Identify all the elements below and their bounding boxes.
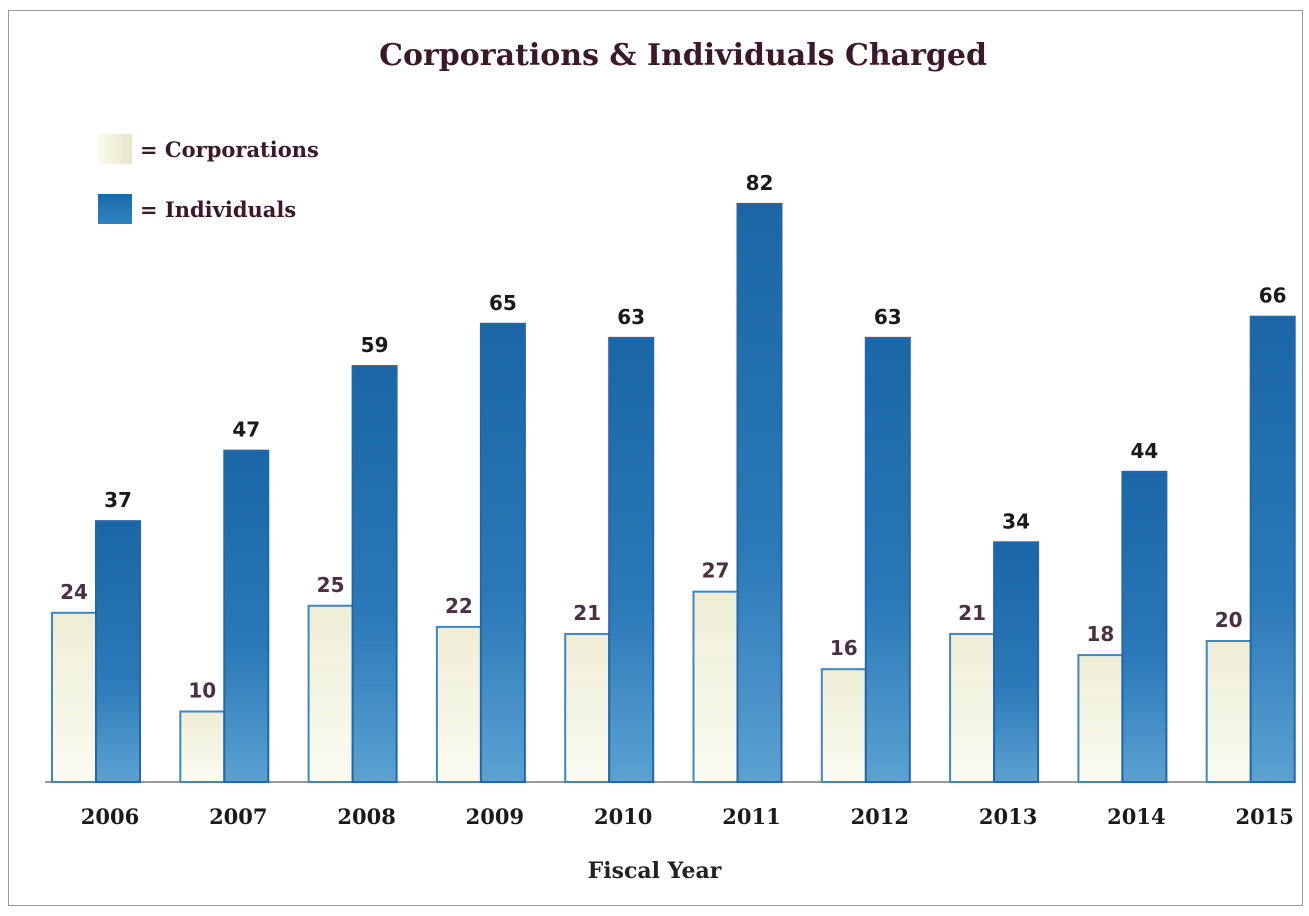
legend-swatch-corporations xyxy=(98,134,132,164)
data-label-corporations-2007: 10 xyxy=(188,679,216,703)
data-label-individuals-2006: 37 xyxy=(104,488,132,512)
chart-title: Corporations & Individuals Charged xyxy=(379,38,987,73)
legend-item-corporations: = Corporations xyxy=(98,134,319,164)
bar-individuals-2010 xyxy=(608,336,655,783)
bar-individuals-2008 xyxy=(351,365,398,783)
data-label-corporations-2008: 25 xyxy=(317,573,345,597)
bar-corporations-2013 xyxy=(949,632,996,784)
bar-corporations-2007 xyxy=(179,710,226,783)
data-label-corporations-2009: 22 xyxy=(445,594,473,618)
data-label-corporations-2010: 21 xyxy=(573,601,601,625)
data-label-individuals-2013: 34 xyxy=(1002,509,1030,533)
bar-individuals-2007 xyxy=(223,449,270,783)
bar-individuals-2015 xyxy=(1249,315,1296,783)
data-label-individuals-2009: 65 xyxy=(489,291,517,315)
data-label-individuals-2012: 63 xyxy=(874,305,902,329)
data-label-corporations-2013: 21 xyxy=(958,601,986,625)
bar-individuals-2012 xyxy=(864,336,911,783)
bar-individuals-2006 xyxy=(95,520,141,784)
bar-corporations-2008 xyxy=(307,604,354,783)
bar-individuals-2011 xyxy=(736,202,783,783)
data-label-individuals-2015: 66 xyxy=(1259,284,1287,308)
data-label-individuals-2008: 59 xyxy=(361,333,389,357)
legend-swatch-individuals xyxy=(98,194,132,224)
x-tick-label-2015: 2015 xyxy=(1235,804,1293,829)
x-tick-label-2009: 2009 xyxy=(466,804,524,829)
x-tick-label-2011: 2011 xyxy=(722,804,780,829)
x-tick-label-2006: 2006 xyxy=(81,804,139,829)
legend-item-individuals: = Individuals xyxy=(98,194,296,224)
x-tick-label-2008: 2008 xyxy=(337,804,395,829)
bar-individuals-2013 xyxy=(993,541,1040,783)
bar-corporations-2015 xyxy=(1205,640,1252,783)
bar-corporations-2014 xyxy=(1077,654,1124,783)
x-axis-label: Fiscal Year xyxy=(587,858,722,884)
x-tick-label-2014: 2014 xyxy=(1107,804,1165,829)
x-tick-label-2013: 2013 xyxy=(979,804,1037,829)
x-tick-label-2012: 2012 xyxy=(851,804,909,829)
data-label-corporations-2012: 16 xyxy=(830,636,858,660)
x-tick-label-2007: 2007 xyxy=(209,804,267,829)
data-label-individuals-2011: 82 xyxy=(746,171,774,195)
bar-individuals-2014 xyxy=(1121,470,1168,783)
data-label-corporations-2011: 27 xyxy=(702,559,730,583)
bar-corporations-2006 xyxy=(51,611,97,783)
x-tick-label-2010: 2010 xyxy=(594,804,652,829)
data-label-corporations-2015: 20 xyxy=(1215,608,1243,632)
data-label-corporations-2014: 18 xyxy=(1086,622,1114,646)
data-label-individuals-2007: 47 xyxy=(232,418,260,442)
data-label-corporations-2006: 24 xyxy=(60,580,88,604)
bar-corporations-2012 xyxy=(820,668,867,784)
legend-label-individuals: = Individuals xyxy=(140,196,297,222)
bar-individuals-2009 xyxy=(479,322,526,783)
bar-corporations-2009 xyxy=(435,625,482,784)
data-label-individuals-2014: 44 xyxy=(1130,439,1158,463)
bar-corporations-2010 xyxy=(564,632,611,784)
bar-corporations-2011 xyxy=(692,590,739,784)
legend-label-corporations: = Corporations xyxy=(140,136,319,162)
data-label-individuals-2010: 63 xyxy=(617,305,645,329)
